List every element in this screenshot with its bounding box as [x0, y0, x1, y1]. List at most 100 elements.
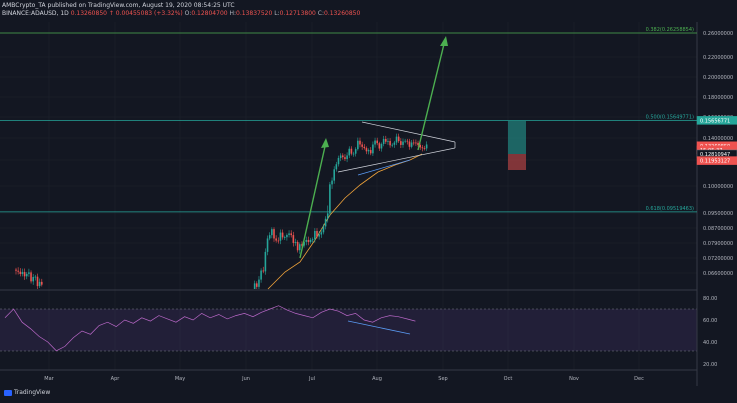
candle-body [253, 283, 256, 289]
candle-body [329, 184, 331, 214]
rsi-series [4, 305, 416, 352]
last-price: 0.13260850 [70, 10, 107, 17]
candle-body [425, 144, 428, 149]
price-tick-label: 0.18000000 [703, 95, 733, 101]
candle-body [354, 149, 357, 154]
candle-body [258, 279, 260, 287]
price-tick-label: 0.06600000 [703, 271, 733, 277]
symbol-label[interactable]: BINANCE:ADAUSD, 1D [2, 10, 69, 17]
high-value: 0.13837520 [236, 10, 273, 17]
candle-body [288, 233, 290, 235]
candle-body [15, 269, 17, 271]
time-tick-label: Mar [44, 376, 54, 382]
candle-body [365, 148, 368, 152]
brand-label: TradingView [14, 389, 51, 396]
price-tags: 0.156567710.1326085015:05:370.128109470.… [696, 116, 737, 165]
candle-body [400, 141, 402, 145]
candle-body [331, 180, 333, 185]
candle-body [406, 140, 409, 142]
candle-body [346, 155, 348, 160]
candle-body [260, 270, 262, 280]
publish-text: AMBCrypto_TA published on TradingView.co… [2, 2, 235, 9]
rsi-tick-label: 60.00 [703, 318, 717, 324]
candle-body [417, 142, 419, 146]
candle-body [380, 143, 383, 149]
price-tag-box [696, 156, 737, 165]
price-tick-label: 0.20000000 [703, 75, 733, 81]
candle-body [382, 138, 385, 144]
rsi-tick-label: 80.00 [703, 296, 717, 302]
candle-body [21, 272, 24, 275]
price-tick-label: 0.26000000 [703, 31, 733, 37]
candles [15, 133, 428, 289]
price-tick-label: 0.09500000 [703, 211, 733, 217]
candle-body [309, 239, 312, 243]
candle-body [268, 235, 271, 239]
fibonacci-levels: 0.382(0.26258854) 0.500(0.15649771) 0.618(… [0, 27, 697, 213]
candle-body [335, 164, 338, 170]
candle-body [359, 140, 361, 145]
candle-body [305, 239, 308, 242]
breakout-arrow-head [440, 36, 448, 46]
candle-body [397, 136, 400, 142]
publish-line: AMBCrypto_TA published on TradingView.co… [2, 2, 235, 9]
candle-body [273, 229, 275, 239]
candle-body [369, 150, 372, 154]
tradingview-logo[interactable]: TradingView [4, 389, 50, 396]
candle-body [17, 270, 19, 272]
fib-label: 0.618(0.09519463) [646, 206, 694, 212]
triangle-pattern [337, 121, 456, 176]
candle-body [311, 239, 314, 241]
ohlc-line: BINANCE:ADAUSD, 1D 0.13260850 ↑ 0.004550… [2, 10, 360, 17]
candle-body [294, 241, 297, 243]
price-trend-line [357, 159, 411, 176]
open-value: 0.12804700 [191, 10, 228, 17]
candle-body [296, 241, 299, 251]
candle-body [307, 239, 310, 243]
breakout-arrow-line [417, 39, 446, 151]
candle-body [256, 283, 258, 287]
candle-body [385, 138, 387, 142]
time-tick-label: Nov [569, 376, 579, 382]
candle-body [357, 140, 359, 150]
price-tag-text: 0.15656771 [700, 118, 730, 124]
low-key: L: [274, 10, 280, 17]
rsi-band [0, 309, 697, 351]
price-tick-label: 0.10000000 [703, 184, 733, 190]
candle-body [339, 155, 342, 158]
candle-body [342, 155, 344, 158]
time-tick-label: Jul [308, 376, 315, 382]
candle-body [32, 277, 34, 282]
time-tick-label: Aug [372, 376, 382, 382]
candle-body [286, 234, 288, 238]
candle-body [348, 148, 351, 156]
candle-body [30, 272, 32, 282]
candle-body [275, 238, 277, 241]
candle-body [314, 230, 316, 240]
price-tick-label: 0.07200000 [703, 256, 733, 262]
candle-body [262, 270, 265, 272]
position-tool[interactable] [508, 121, 526, 170]
close-value: 0.13260850 [324, 10, 361, 17]
candle-body [23, 272, 26, 277]
candle-body [277, 240, 280, 242]
candle-body [283, 237, 286, 238]
candle-body [281, 232, 284, 238]
candle-body [352, 153, 355, 155]
ma-line [267, 153, 423, 290]
candle-body [301, 244, 303, 246]
rsi-axis: 80.00 60.00 40.00 20.00 [703, 296, 717, 368]
candle-body [19, 271, 22, 275]
candle-body [415, 142, 417, 144]
time-axis[interactable]: Mar Apr May Jun Jul Aug Sep Oct Nov Dec [44, 376, 644, 382]
candle-body [320, 232, 323, 235]
candle-body [410, 142, 413, 147]
candle-body [279, 232, 282, 241]
candle-body [34, 276, 37, 278]
candle-body [326, 213, 329, 219]
price-tag-box [696, 116, 737, 125]
candle-body [322, 226, 325, 233]
tradingview-mark-icon [4, 389, 12, 396]
